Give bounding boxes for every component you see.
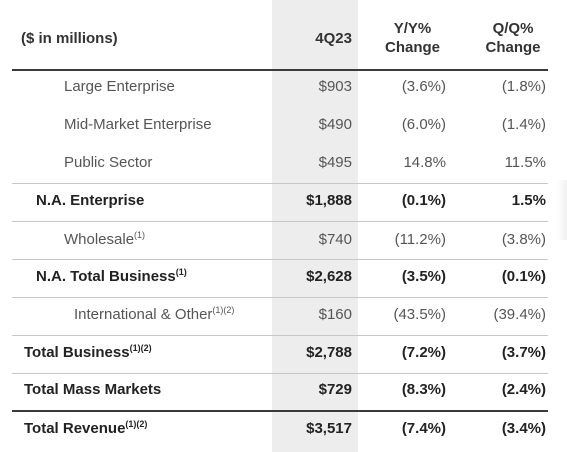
row-rule	[12, 259, 548, 260]
row-label-large-enterprise: Large Enterprise	[64, 78, 175, 95]
row-qoq-wholesale: (3.8%)	[501, 231, 546, 248]
unit-label: ($ in millions)	[21, 30, 118, 47]
na-total-business-text: N.A. Total Business	[36, 268, 176, 285]
row-yoy-public-sector: 14.8%	[403, 154, 446, 171]
row-label-na-total-business: N.A. Total Business(1)	[36, 267, 187, 286]
row-qoq-mid-market: (1.4%)	[501, 116, 546, 133]
row-value-total-business: $2,788	[306, 344, 352, 361]
wholesale-text: Wholesale	[64, 231, 135, 248]
footnote-ref: (1)(2)	[212, 305, 235, 315]
row-qoq-na-enterprise: 1.5%	[511, 192, 546, 209]
row-value-total-revenue: $3,517	[306, 420, 352, 437]
row-yoy-international-other: (43.5%)	[393, 306, 446, 323]
footnote-ref: (1)	[175, 267, 187, 277]
yoy-header: Y/Y% Change	[375, 19, 450, 57]
row-qoq-public-sector: 11.5%	[504, 154, 546, 171]
row-yoy-total-business: (7.2%)	[401, 344, 446, 361]
row-label-international-other: International & Other(1)(2)	[74, 305, 235, 324]
row-yoy-wholesale: (11.2%)	[394, 231, 446, 248]
footnote-ref: (1)(2)	[125, 419, 148, 429]
row-qoq-total-business: (3.7%)	[501, 344, 546, 361]
footnote-ref: (1)(2)	[129, 343, 152, 353]
yoy-header-line2: Change	[384, 39, 440, 56]
row-value-total-mass-markets: $729	[318, 381, 352, 398]
row-label-wholesale: Wholesale(1)	[64, 230, 146, 249]
row-rule	[12, 297, 548, 298]
row-rule	[12, 373, 548, 374]
row-yoy-total-revenue: (7.4%)	[401, 420, 446, 437]
row-label-total-business: Total Business(1)(2)	[24, 343, 152, 362]
row-qoq-na-total-business: (0.1%)	[501, 268, 546, 285]
row-label-total-revenue: Total Revenue(1)(2)	[24, 419, 148, 438]
row-qoq-total-revenue: (3.4%)	[501, 420, 546, 437]
row-value-mid-market: $490	[318, 116, 352, 133]
row-value-na-enterprise: $1,888	[306, 192, 352, 209]
row-yoy-total-mass-markets: (8.3%)	[401, 381, 446, 398]
current-period-column-shade	[272, 0, 358, 452]
row-label-total-mass-markets: Total Mass Markets	[24, 381, 162, 398]
international-other-text: International & Other	[74, 306, 213, 323]
row-rule	[12, 183, 548, 184]
row-label-mid-market: Mid-Market Enterprise	[64, 116, 212, 133]
row-value-international-other: $160	[318, 306, 352, 323]
edge-shadow	[557, 180, 567, 240]
row-value-large-enterprise: $903	[318, 78, 352, 95]
period-header: 4Q23	[315, 30, 352, 47]
row-yoy-large-enterprise: (3.6%)	[401, 78, 446, 95]
qoq-header: Q/Q% Change	[474, 19, 552, 57]
row-yoy-na-total-business: (3.5%)	[401, 268, 446, 285]
total-business-text: Total Business	[24, 344, 130, 361]
qoq-header-line1: Q/Q%	[492, 20, 534, 37]
row-value-wholesale: $740	[318, 231, 352, 248]
row-qoq-total-mass-markets: (2.4%)	[501, 381, 546, 398]
total-revenue-text: Total Revenue	[24, 420, 126, 437]
yoy-header-line1: Y/Y%	[393, 20, 432, 37]
row-rule	[12, 221, 548, 222]
row-value-public-sector: $495	[318, 154, 352, 171]
header-rule	[12, 69, 548, 71]
row-qoq-international-other: (39.4%)	[493, 306, 546, 323]
row-qoq-large-enterprise: (1.8%)	[501, 78, 546, 95]
footnote-ref: (1)	[134, 230, 146, 240]
row-label-public-sector: Public Sector	[64, 154, 153, 171]
row-label-na-enterprise: N.A. Enterprise	[36, 192, 145, 209]
row-value-na-total-business: $2,628	[306, 268, 352, 285]
qoq-header-line2: Change	[485, 39, 541, 56]
row-yoy-mid-market: (6.0%)	[401, 116, 446, 133]
total-rule	[12, 410, 548, 412]
row-yoy-na-enterprise: (0.1%)	[401, 192, 446, 209]
row-rule	[12, 335, 548, 336]
